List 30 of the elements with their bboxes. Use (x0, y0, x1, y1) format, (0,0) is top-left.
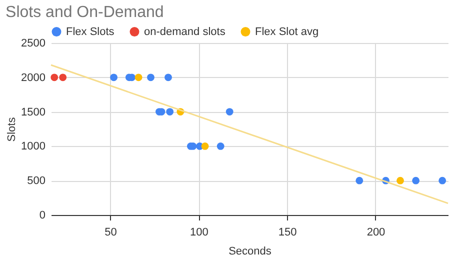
legend-label: on-demand slots (144, 26, 226, 38)
point (166, 108, 174, 116)
point (110, 74, 118, 82)
point (412, 176, 420, 184)
x-tick-label: 150 (278, 226, 297, 238)
point (50, 74, 58, 82)
x-tick-label: 100 (190, 226, 208, 238)
point (356, 176, 364, 184)
point (216, 142, 224, 150)
point (164, 74, 172, 82)
point (134, 74, 142, 82)
x-tick-label: 50 (104, 226, 117, 238)
point (226, 108, 234, 116)
chart-title: Slots and On-Demand (6, 4, 164, 21)
point (201, 142, 209, 150)
legend-label: Flex Slot avg (255, 26, 319, 38)
point (147, 74, 154, 82)
y-tick-label: 500 (27, 175, 46, 188)
x-tick-label: 200 (366, 226, 386, 238)
legend-label: Flex Slots (66, 26, 115, 38)
point (438, 176, 446, 184)
y-tick-label: 0 (39, 210, 46, 222)
x-axis-title: Seconds (228, 246, 272, 258)
point (396, 176, 404, 184)
point (59, 74, 67, 82)
y-tick-label: 1500 (21, 106, 46, 118)
y-tick-label: 1000 (21, 140, 46, 153)
y-tick-label: 2000 (21, 72, 46, 84)
y-tick-label: 2500 (21, 38, 46, 50)
y-axis-title: Slots (6, 116, 18, 142)
